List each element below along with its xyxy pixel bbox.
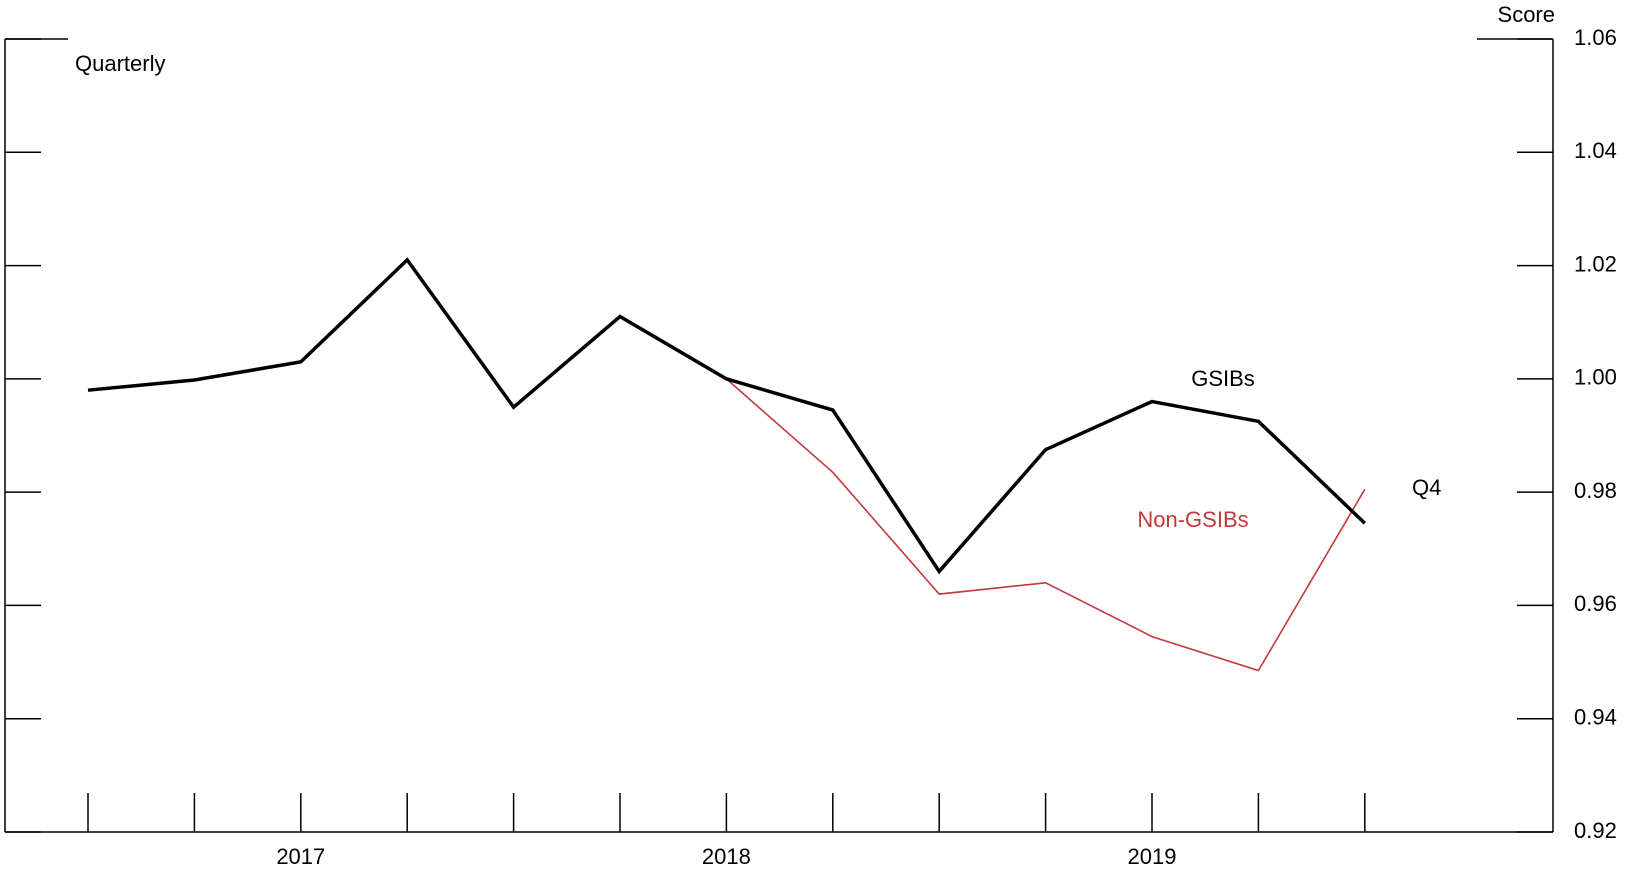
series-label: Non-GSIBs [1137,507,1248,532]
y-tick-label: 1.06 [1574,25,1617,50]
x-tick-label: 2018 [702,844,751,869]
series-line [87,257,1367,575]
x-tick-label: 2017 [276,844,325,869]
y-tick-label: 0.96 [1574,591,1617,616]
y-tick-label: 0.98 [1574,478,1617,503]
series-line [725,378,1366,672]
y-tick-label: 1.04 [1574,138,1617,163]
annotation: Quarterly [75,51,165,76]
frame [4,38,1554,833]
y-tick-label: 1.00 [1574,365,1617,390]
annotation: Q4 [1412,475,1441,500]
series-label: GSIBs [1191,366,1255,391]
y-tick-label: 1.02 [1574,251,1617,276]
x-tick-label: 2019 [1128,844,1177,869]
y-tick-label: 0.92 [1574,818,1617,843]
y-tick-label: 0.94 [1574,705,1617,730]
y-axis-label: Score [1498,2,1555,27]
